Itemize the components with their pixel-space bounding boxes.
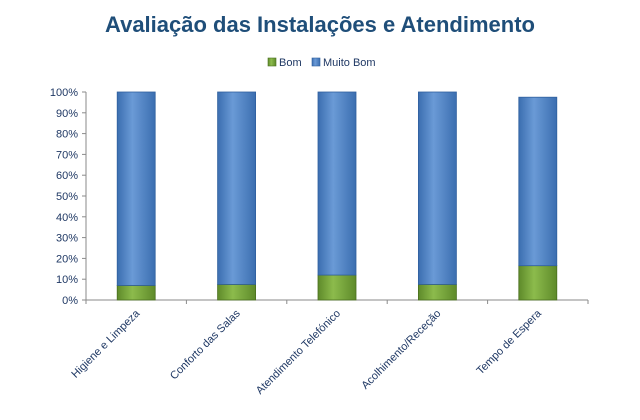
x-tick-label: Tempo de Espera	[474, 307, 544, 377]
bar-bom	[518, 265, 558, 301]
bar-bom	[317, 274, 357, 301]
bar-muito-bom	[317, 91, 357, 276]
bar-muito-bom	[518, 96, 558, 267]
bar-bom	[116, 285, 156, 301]
y-tick-label: 20%	[56, 253, 78, 265]
y-tick-label: 60%	[56, 170, 78, 182]
bar-muito-bom	[116, 91, 156, 286]
y-tick-label: 30%	[56, 233, 78, 245]
bar-muito-bom	[417, 91, 457, 285]
y-tick-label: 10%	[56, 274, 78, 286]
y-tick-label: 90%	[56, 108, 78, 120]
bar-muito-bom	[217, 91, 257, 285]
y-tick-label: 100%	[50, 87, 78, 99]
y-tick-label: 80%	[56, 129, 78, 141]
y-tick-label: 40%	[56, 212, 78, 224]
y-tick-label: 50%	[56, 191, 78, 203]
y-tick-label: 0%	[62, 295, 78, 307]
y-tick-label: 70%	[56, 149, 78, 161]
x-tick-label: Conforto das Salas	[168, 307, 243, 382]
legend-label-bom: Bom	[279, 57, 302, 69]
x-tick-label: Higiene e Limpeza	[69, 307, 143, 381]
x-tick-label: Atendimento Telefónico	[254, 308, 343, 397]
legend-swatch-bom	[267, 57, 277, 67]
chart-title: Avaliação das Instalações e Atendimento	[105, 12, 535, 37]
bar-bom	[217, 283, 257, 301]
legend-label-muito-bom: Muito Bom	[323, 57, 376, 69]
x-tick-label: Acolhimento/Receção	[359, 308, 443, 392]
bar-bom	[417, 283, 457, 301]
legend-swatch-muito-bom	[311, 57, 321, 67]
